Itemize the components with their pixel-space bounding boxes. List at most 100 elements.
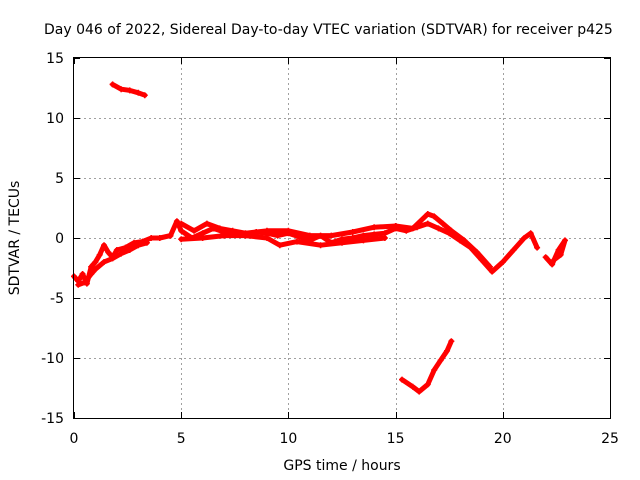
data-point [551,256,558,263]
data-point [96,251,103,258]
data-point [276,242,283,249]
data-point [156,235,163,241]
data-point [328,232,335,239]
data-point [101,242,108,249]
data-point [306,232,313,239]
data-point [399,376,406,383]
data-point [444,347,451,354]
data-point [349,229,356,235]
y-tick-label: -10 [41,351,64,367]
data-point [92,259,99,265]
data-point [437,357,444,364]
data-point [431,213,438,220]
axis-ticks [74,58,611,419]
data-point [381,235,388,241]
data-point [557,251,564,258]
data-point [317,242,324,249]
data-point [126,247,133,253]
data-point [178,220,185,227]
x-tick-labels: 0 5 10 15 20 25 [70,431,619,447]
data-point [392,223,399,229]
data-point [216,225,223,232]
data-point [424,211,431,217]
y-tick-label: 10 [46,111,64,127]
data-point [141,92,148,99]
data-point [118,86,125,93]
data-point [105,249,112,256]
data-point [199,235,206,241]
data-point [263,235,270,241]
y-tick-labels: -15 -10 -5 0 5 10 15 [41,51,64,427]
x-tick-label: 15 [387,431,405,447]
data-point [285,227,292,234]
data-point [510,247,517,253]
data-point [416,388,423,395]
data-point [360,237,367,244]
data-point [221,232,228,239]
data-point [118,250,125,257]
data-point [178,227,185,234]
series-line-trace-low [399,338,454,395]
data-point [203,220,210,227]
y-tick-label: 0 [55,231,64,247]
data-point [499,259,506,265]
data-point [371,231,378,238]
data-point [461,237,468,244]
series-line-trace-start-lower [75,240,150,288]
data-point [109,255,116,262]
x-axis-label: GPS time / hours [283,458,400,474]
series-line-trace-end [543,237,568,267]
data-point [81,279,88,286]
data-point [263,227,270,234]
data-point [242,232,249,239]
y-axis-label: SDTVAR / TECUs [7,181,23,296]
data-point [534,244,541,251]
data-point [474,249,481,256]
x-tick-label: 5 [177,431,186,447]
data-point [167,232,174,239]
data-point [521,235,528,241]
plot-frame [73,57,611,419]
data-point [555,247,562,253]
data-point [135,242,142,249]
data-point [448,227,455,234]
data-point [486,263,493,270]
data-point [101,259,108,265]
data-point [92,266,99,273]
data-point [109,81,116,88]
data-point [435,225,442,232]
y-tick-label: 5 [55,171,64,187]
data-point [178,236,185,243]
data-series [71,81,568,395]
data-point [135,89,142,96]
data-point [143,239,150,246]
data-point [439,220,446,227]
y-tick-label: 15 [46,51,64,67]
y-tick-label: -15 [41,411,64,427]
data-point [75,281,82,288]
data-point [371,224,378,231]
data-point [126,87,133,94]
data-point [148,235,155,241]
chart-title: Day 046 of 2022, Sidereal Day-to-day VTE… [44,22,613,38]
data-point [113,247,120,253]
data-point [274,232,281,239]
data-point [293,238,300,245]
data-point [431,367,438,373]
data-point [542,254,549,261]
data-point [549,261,556,268]
data-point [424,381,431,388]
data-point [173,218,180,225]
data-point [88,263,95,270]
y-tick-label: -5 [50,291,64,307]
data-point [448,338,455,345]
data-point [489,268,496,275]
x-tick-label: 20 [494,431,512,447]
data-point [88,271,95,277]
data-point [527,230,534,237]
x-tick-label: 25 [601,431,619,447]
data-point [191,227,198,234]
x-tick-label: 10 [279,431,297,447]
x-tick-label: 0 [70,431,79,447]
